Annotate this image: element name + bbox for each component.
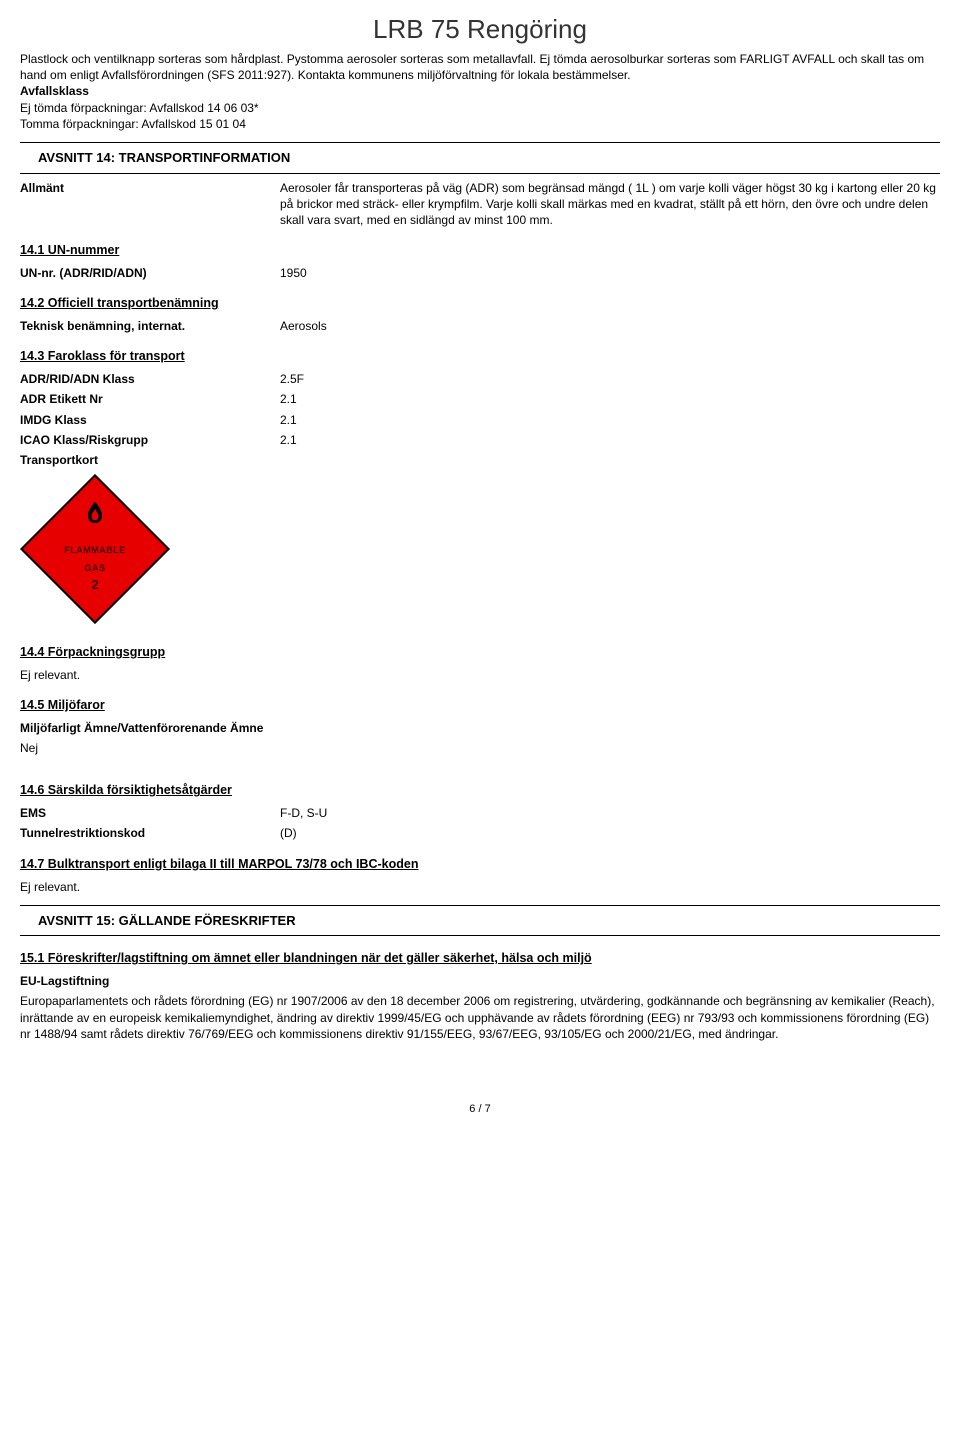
flame-icon bbox=[78, 499, 112, 538]
avfallsklass-line-2: Tomma förpackningar: Avfallskod 15 01 04 bbox=[20, 116, 940, 132]
intro-paragraph: Plastlock och ventilknapp sorteras som h… bbox=[20, 51, 940, 83]
eu-lag-text: Europaparlamentets och rådets förordning… bbox=[20, 993, 940, 1042]
document-title: LRB 75 Rengöring bbox=[20, 12, 940, 47]
placard-text-2: GAS bbox=[84, 562, 105, 574]
section-14-title: AVSNITT 14: TRANSPORTINFORMATION bbox=[20, 145, 940, 171]
section-14-header: AVSNITT 14: TRANSPORTINFORMATION bbox=[20, 142, 940, 174]
subhead-14-2: 14.2 Officiell transportbenämning bbox=[20, 295, 940, 312]
ems-value: F-D, S-U bbox=[280, 805, 940, 821]
intro-block: Plastlock och ventilknapp sorteras som h… bbox=[20, 51, 940, 132]
ems-label: EMS bbox=[20, 805, 280, 821]
adr-klass-value: 2.5F bbox=[280, 371, 940, 387]
eu-lag-label: EU-Lagstiftning bbox=[20, 973, 940, 989]
transportkort-label: Transportkort bbox=[20, 452, 280, 468]
tekben-label: Teknisk benämning, internat. bbox=[20, 318, 280, 334]
avfallsklass-heading: Avfallsklass bbox=[20, 83, 940, 99]
imdg-label: IMDG Klass bbox=[20, 412, 280, 428]
subhead-14-5: 14.5 Miljöfaror bbox=[20, 697, 940, 714]
allmant-text: Aerosoler får transporteras på väg (ADR)… bbox=[280, 180, 940, 229]
subhead-14-1: 14.1 UN-nummer bbox=[20, 242, 940, 259]
subhead-15-1: 15.1 Föreskrifter/lagstiftning om ämnet … bbox=[20, 950, 940, 967]
subhead-14-6: 14.6 Särskilda försiktighetsåtgärder bbox=[20, 782, 940, 799]
imdg-value: 2.1 bbox=[280, 412, 940, 428]
un-nr-value: 1950 bbox=[280, 265, 940, 281]
placard-text-1: FLAMMABLE bbox=[64, 544, 126, 556]
subhead-14-7: 14.7 Bulktransport enligt bilaga II till… bbox=[20, 856, 940, 873]
section-15-header: AVSNITT 15: GÄLLANDE FÖRESKRIFTER bbox=[20, 905, 940, 937]
allmant-label: Allmänt bbox=[20, 180, 280, 229]
placard-number: 2 bbox=[91, 576, 98, 594]
adr-etikett-value: 2.1 bbox=[280, 391, 940, 407]
transportkort-value bbox=[280, 452, 940, 468]
tunnel-label: Tunnelrestriktionskod bbox=[20, 825, 280, 841]
icao-label: ICAO Klass/Riskgrupp bbox=[20, 432, 280, 448]
adr-etikett-label: ADR Etikett Nr bbox=[20, 391, 280, 407]
icao-value: 2.1 bbox=[280, 432, 940, 448]
avfallsklass-line-1: Ej tömda förpackningar: Avfallskod 14 06… bbox=[20, 100, 940, 116]
section-15-title: AVSNITT 15: GÄLLANDE FÖRESKRIFTER bbox=[20, 908, 940, 934]
hazard-placard: FLAMMABLE GAS 2 bbox=[20, 474, 170, 624]
s14-4-text: Ej relevant. bbox=[20, 667, 940, 683]
tunnel-value: (D) bbox=[280, 825, 940, 841]
miljofarlig-value: Nej bbox=[20, 740, 940, 756]
adr-klass-label: ADR/RID/ADN Klass bbox=[20, 371, 280, 387]
s14-7-text: Ej relevant. bbox=[20, 879, 940, 895]
tekben-value: Aerosols bbox=[280, 318, 940, 334]
un-nr-label: UN-nr. (ADR/RID/ADN) bbox=[20, 265, 280, 281]
subhead-14-3: 14.3 Faroklass för transport bbox=[20, 348, 940, 365]
miljofarlig-label: Miljöfarligt Ämne/Vattenförorenande Ämne bbox=[20, 720, 940, 736]
page-footer: 6 / 7 bbox=[20, 1102, 940, 1117]
subhead-14-4: 14.4 Förpackningsgrupp bbox=[20, 644, 940, 661]
